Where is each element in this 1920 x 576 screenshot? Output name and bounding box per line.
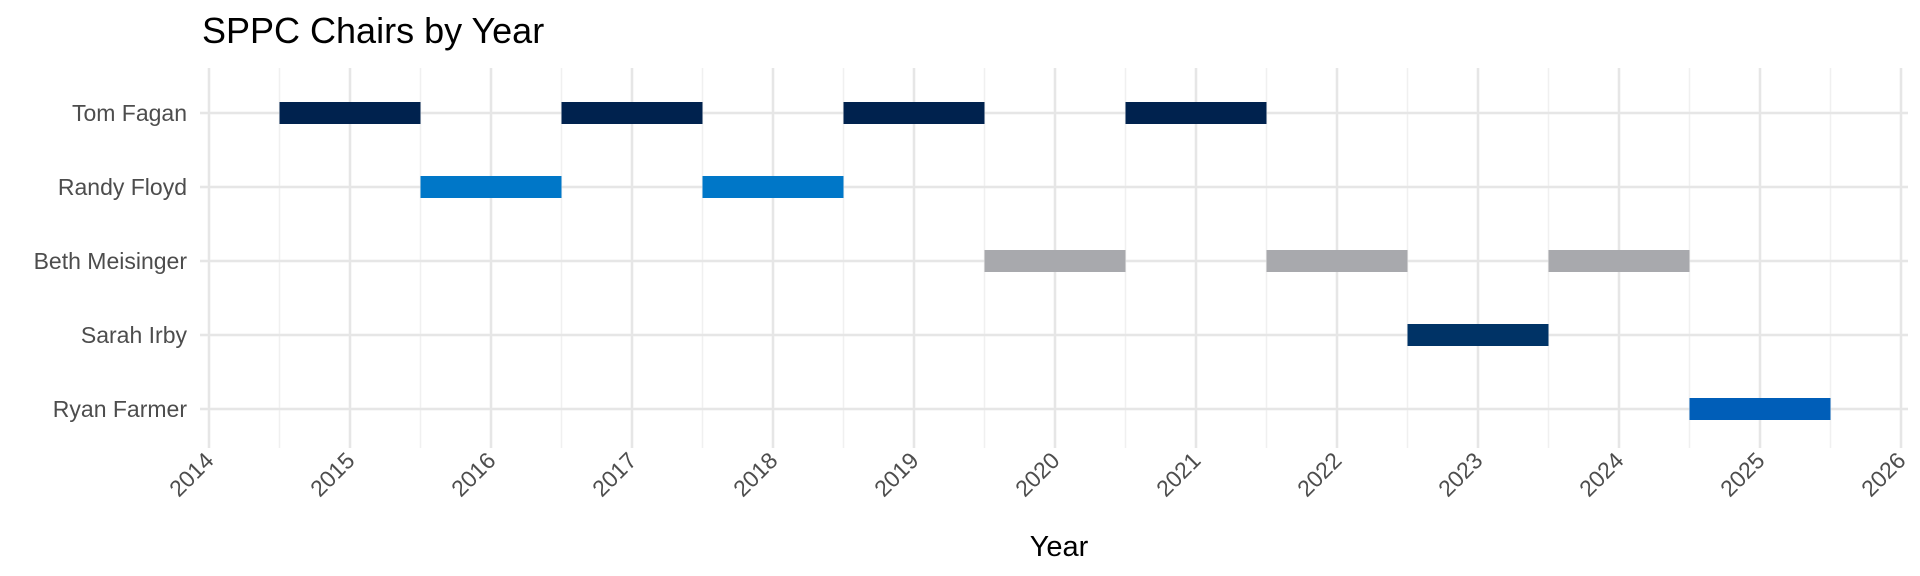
x-tick-label: 2022 (1292, 447, 1347, 502)
x-tick-label: 2023 (1433, 447, 1488, 502)
bar-sarah-irby-2023 (1407, 324, 1549, 346)
x-tick-label: 2025 (1715, 447, 1770, 502)
x-tick-label: 2014 (164, 447, 219, 502)
bar-tom-fagan-2015 (279, 102, 421, 124)
y-tick-label: Sarah Irby (81, 322, 188, 348)
bar-ryan-farmer-2025 (1689, 398, 1831, 420)
y-tick-label: Randy Floyd (58, 174, 187, 200)
x-tick-label: 2015 (305, 447, 360, 502)
x-tick-label: 2018 (728, 447, 783, 502)
x-axis-tick-labels: 2014 2015 2016 2017 2018 2019 2020 2021 2022 2023… (164, 447, 1911, 502)
y-axis-tick-labels: Tom Fagan Randy Floyd Beth Meisinger Sarah … (34, 100, 188, 422)
bar-tom-fagan-2019 (843, 102, 985, 124)
bar-beth-meisinger-2022 (1266, 250, 1408, 272)
x-tick-label: 2026 (1856, 447, 1911, 502)
x-tick-label: 2019 (869, 447, 924, 502)
bar-beth-meisinger-2020 (984, 250, 1126, 272)
bar-randy-floyd-2016 (420, 176, 562, 198)
chart-title: SPPC Chairs by Year (202, 10, 544, 51)
bar-tom-fagan-2017 (561, 102, 703, 124)
x-tick-label: 2020 (1010, 447, 1065, 502)
x-tick-label: 2024 (1574, 447, 1629, 502)
bar-beth-meisinger-2024 (1548, 250, 1690, 272)
x-tick-label: 2017 (587, 447, 642, 502)
x-axis-label: Year (1030, 531, 1089, 563)
bar-tom-fagan-2021 (1125, 102, 1267, 124)
bars (279, 102, 1831, 420)
x-tick-label: 2016 (446, 447, 501, 502)
y-tick-label: Tom Fagan (72, 100, 187, 126)
bar-randy-floyd-2018 (702, 176, 844, 198)
y-tick-label: Beth Meisinger (34, 248, 188, 274)
y-tick-label: Ryan Farmer (53, 396, 188, 422)
x-tick-label: 2021 (1151, 447, 1206, 502)
